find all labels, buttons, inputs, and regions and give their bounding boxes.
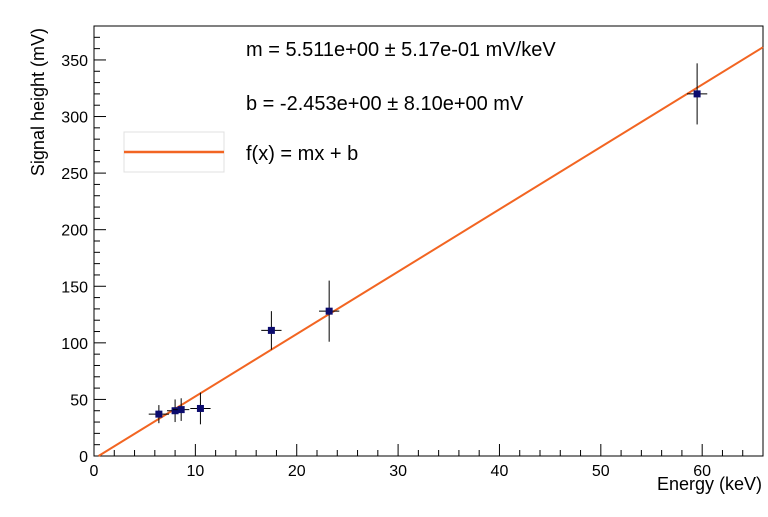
y-tick-label: 200 xyxy=(61,223,88,240)
point-marker xyxy=(177,406,185,414)
y-axis-title: Signal height (mV) xyxy=(28,28,48,176)
x-tick-label: 10 xyxy=(186,463,204,480)
data-point xyxy=(190,392,211,425)
annotation-slope: m = 5.511e+00 ± 5.17e-01 mV/keV xyxy=(246,39,556,61)
x-tick-label: 50 xyxy=(592,463,610,480)
data-point xyxy=(686,63,708,125)
x-tick-label: 60 xyxy=(693,463,711,480)
plot-frame xyxy=(93,25,764,457)
x-tick-label: 40 xyxy=(491,463,509,480)
point-marker xyxy=(196,404,204,412)
y-tick-label: 150 xyxy=(61,279,88,296)
x-tick-label: 0 xyxy=(90,463,99,480)
data-point xyxy=(173,398,190,421)
point-marker xyxy=(267,326,275,334)
y-tick-label: 300 xyxy=(61,110,88,127)
point-marker xyxy=(325,307,333,315)
y-tick-label: 100 xyxy=(61,336,88,353)
fit-line xyxy=(97,46,764,457)
y-tick-label: 50 xyxy=(70,392,88,409)
fit-line-group xyxy=(97,46,764,457)
data-points-group xyxy=(148,63,708,425)
x-axis-title: Energy (keV) xyxy=(657,474,762,494)
legend: f(x) = mx + b xyxy=(123,131,358,173)
data-point xyxy=(319,280,340,342)
y-tick-label: 0 xyxy=(79,449,88,466)
y-tick-label: 250 xyxy=(61,166,88,183)
x-tick-label: 20 xyxy=(288,463,306,480)
data-point xyxy=(261,311,282,350)
data-point xyxy=(148,405,170,424)
point-marker xyxy=(693,90,701,98)
point-marker xyxy=(155,410,163,418)
axis-ticks: 0 10 20 30 40 50 60 0 50 100 150 200 250 300 350 xyxy=(61,25,764,480)
point-marker xyxy=(171,407,179,415)
legend-label: f(x) = mx + b xyxy=(246,143,358,165)
x-tick-label: 30 xyxy=(389,463,407,480)
y-tick-label: 350 xyxy=(61,53,88,70)
annotation-intercept: b = -2.453e+00 ± 8.10e+00 mV xyxy=(246,93,524,115)
